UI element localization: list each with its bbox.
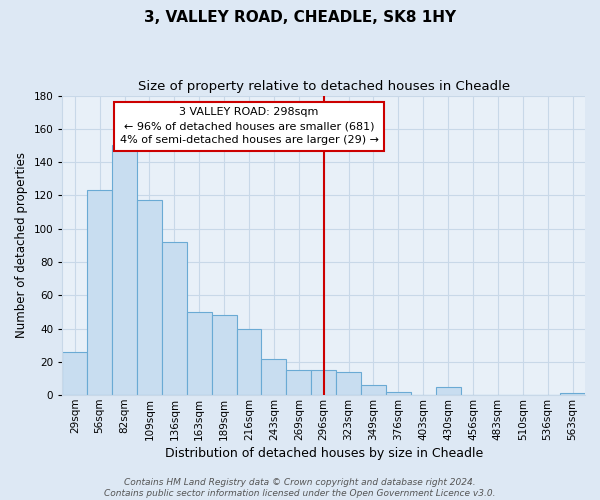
Bar bbox=[336, 372, 361, 395]
Bar bbox=[311, 370, 336, 395]
Bar bbox=[187, 312, 212, 395]
Bar bbox=[87, 190, 112, 395]
Bar bbox=[212, 316, 236, 395]
Y-axis label: Number of detached properties: Number of detached properties bbox=[15, 152, 28, 338]
Bar bbox=[112, 146, 137, 395]
Text: 3, VALLEY ROAD, CHEADLE, SK8 1HY: 3, VALLEY ROAD, CHEADLE, SK8 1HY bbox=[144, 10, 456, 25]
Bar bbox=[386, 392, 411, 395]
Bar bbox=[286, 370, 311, 395]
Bar bbox=[62, 352, 87, 395]
Bar bbox=[162, 242, 187, 395]
Title: Size of property relative to detached houses in Cheadle: Size of property relative to detached ho… bbox=[137, 80, 510, 93]
Text: 3 VALLEY ROAD: 298sqm
← 96% of detached houses are smaller (681)
4% of semi-deta: 3 VALLEY ROAD: 298sqm ← 96% of detached … bbox=[119, 107, 379, 145]
Bar bbox=[137, 200, 162, 395]
Bar bbox=[262, 358, 286, 395]
Bar bbox=[236, 328, 262, 395]
X-axis label: Distribution of detached houses by size in Cheadle: Distribution of detached houses by size … bbox=[164, 447, 483, 460]
Text: Contains HM Land Registry data © Crown copyright and database right 2024.
Contai: Contains HM Land Registry data © Crown c… bbox=[104, 478, 496, 498]
Bar bbox=[361, 385, 386, 395]
Bar bbox=[436, 387, 461, 395]
Bar bbox=[560, 394, 585, 395]
